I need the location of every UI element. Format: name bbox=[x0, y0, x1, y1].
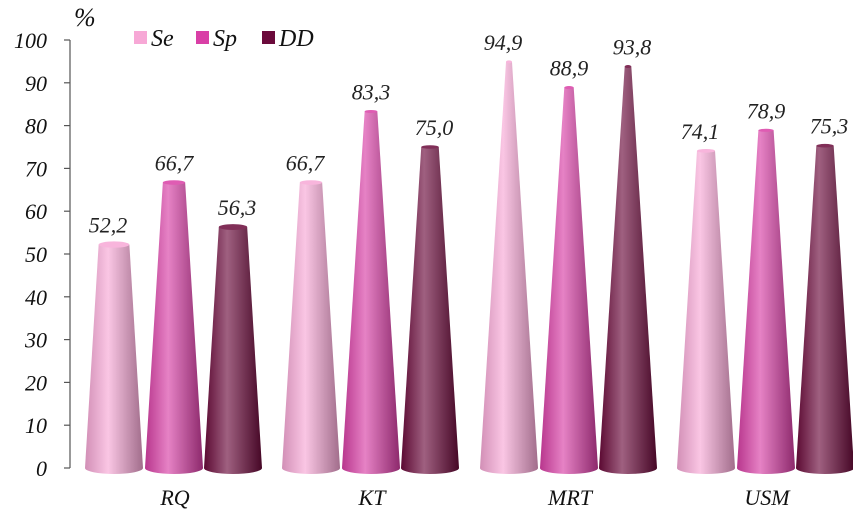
legend: Se Sp DD bbox=[134, 26, 314, 52]
y-tick-label: 10 bbox=[25, 413, 47, 438]
y-tick-label: 100 bbox=[14, 28, 47, 53]
legend-swatch-se bbox=[134, 31, 147, 44]
cone-dd-rq bbox=[204, 224, 262, 474]
data-label-dd-mrt: 93,8 bbox=[613, 35, 652, 60]
cone-body bbox=[204, 227, 262, 474]
y-tick-label: 60 bbox=[25, 199, 47, 224]
data-label-se-kt: 66,7 bbox=[286, 151, 326, 176]
cone-body bbox=[85, 244, 143, 474]
cone-sp-kt bbox=[342, 109, 400, 474]
cone-sp-rq bbox=[145, 180, 203, 475]
y-unit-label: % bbox=[74, 3, 96, 32]
cone-cap bbox=[98, 241, 130, 248]
data-label-sp-usm: 78,9 bbox=[747, 98, 786, 123]
cone-cap bbox=[564, 86, 574, 90]
legend-label-sp: Sp bbox=[213, 26, 237, 52]
cone-body bbox=[796, 145, 853, 474]
cone-sp-mrt bbox=[540, 86, 598, 475]
cone-cap bbox=[421, 145, 439, 149]
cone-cap bbox=[299, 180, 323, 185]
y-tick-label: 40 bbox=[25, 285, 47, 310]
cone-series bbox=[85, 60, 853, 475]
cone-body bbox=[737, 130, 795, 475]
category-label-rq: RQ bbox=[159, 485, 189, 510]
cone-dd-mrt bbox=[599, 65, 657, 474]
data-label-se-mrt: 94,9 bbox=[484, 30, 523, 55]
cone-se-rq bbox=[85, 241, 143, 474]
cone-body bbox=[342, 111, 400, 474]
y-tick-label: 30 bbox=[24, 328, 47, 353]
data-label-sp-rq: 66,7 bbox=[155, 151, 195, 176]
y-tick-label: 70 bbox=[25, 156, 47, 181]
y-tick-label: 80 bbox=[25, 114, 47, 139]
cone-dd-kt bbox=[401, 145, 459, 474]
cone-cap bbox=[816, 143, 834, 148]
category-label-kt: KT bbox=[358, 485, 388, 510]
cone-cap bbox=[624, 65, 632, 69]
cone-se-usm bbox=[677, 148, 735, 475]
data-labels: 52,2 66,7 56,3 66,7 83,3 75,0 94,9 88,9 93,8 74,1… bbox=[89, 30, 849, 238]
cone-body bbox=[677, 150, 735, 475]
y-tick-label: 90 bbox=[25, 71, 47, 96]
x-axis-categories: RQ KT MRT USM bbox=[159, 485, 791, 510]
cone-se-mrt bbox=[480, 60, 538, 474]
data-label-se-usm: 74,1 bbox=[681, 119, 720, 144]
cone-cap bbox=[364, 109, 378, 113]
cone-body bbox=[540, 87, 598, 475]
y-tick-label: 0 bbox=[36, 456, 47, 481]
data-label-dd-rq: 56,3 bbox=[218, 195, 257, 220]
cone-cap bbox=[218, 224, 248, 230]
category-label-usm: USM bbox=[744, 485, 791, 510]
cone-cap bbox=[758, 128, 774, 132]
legend-label-dd: DD bbox=[278, 26, 314, 52]
data-label-sp-kt: 83,3 bbox=[352, 79, 391, 104]
data-label-dd-kt: 75,0 bbox=[415, 115, 454, 140]
cone-cap bbox=[162, 180, 186, 185]
cone-body bbox=[145, 182, 203, 475]
cone-body bbox=[599, 66, 657, 474]
data-label-sp-mrt: 88,9 bbox=[550, 56, 589, 81]
cone-body bbox=[282, 182, 340, 475]
y-tick-label: 20 bbox=[25, 370, 47, 395]
cone-dd-usm bbox=[796, 143, 853, 474]
cone-se-kt bbox=[282, 180, 340, 475]
category-label-mrt: MRT bbox=[547, 485, 594, 510]
cone-cap bbox=[506, 60, 512, 64]
y-tick-label: 50 bbox=[25, 242, 47, 267]
y-axis-ticks: 0 10 20 30 40 50 60 70 80 90 100 bbox=[14, 28, 70, 481]
data-label-se-rq: 52,2 bbox=[89, 213, 128, 238]
cone-body bbox=[401, 147, 459, 474]
legend-swatch-dd bbox=[262, 31, 275, 44]
legend-label-se: Se bbox=[151, 26, 174, 52]
legend-swatch-sp bbox=[196, 31, 209, 44]
cone-cap bbox=[696, 148, 716, 153]
cone-body bbox=[480, 61, 538, 474]
cone-sp-usm bbox=[737, 128, 795, 475]
data-label-dd-usm: 75,3 bbox=[810, 114, 849, 139]
